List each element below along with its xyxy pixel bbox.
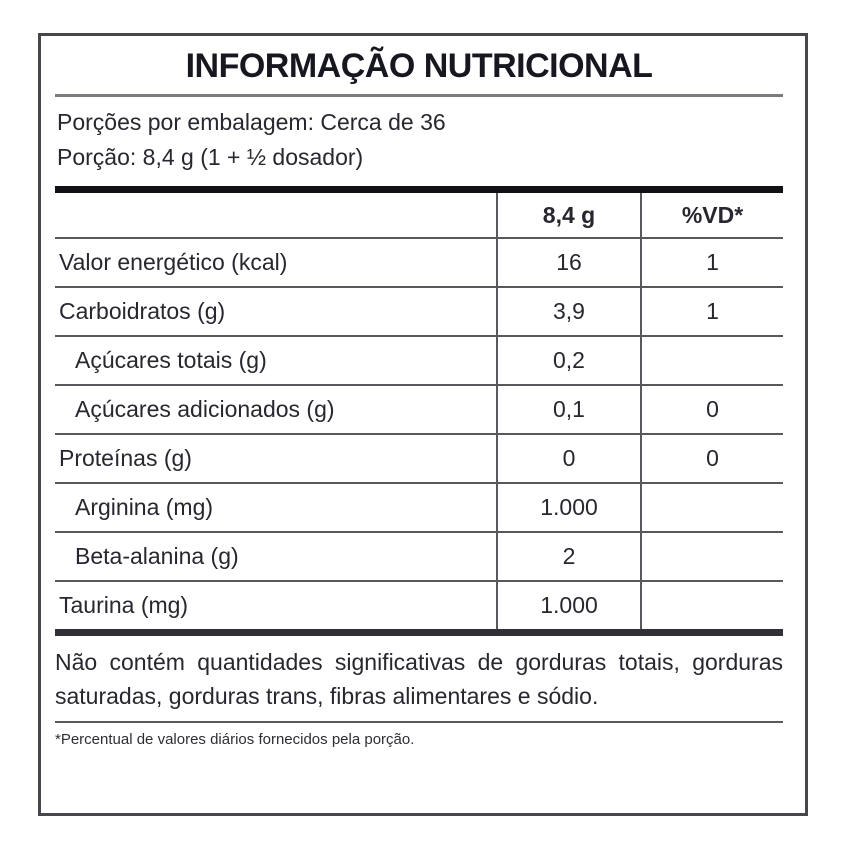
col-header-nutrient: [55, 193, 496, 237]
table-header-row: 8,4 g %VD*: [55, 193, 783, 239]
table-row-beta-alanine: Beta-alanina (g) 2: [55, 533, 783, 582]
vd-value: [640, 337, 783, 384]
table-row-total-sugars: Açúcares totais (g) 0,2: [55, 337, 783, 386]
table-row-protein: Proteínas (g) 0 0: [55, 435, 783, 484]
nutrient-name: Arginina (mg): [75, 494, 214, 520]
amount-value: 3,9: [496, 288, 640, 335]
nutrient-name: Valor energético (kcal): [59, 249, 288, 275]
nutrient-name: Açúcares totais (g): [75, 347, 267, 373]
amount-value: 0,1: [496, 386, 640, 433]
nutrient-name: Proteínas (g): [59, 445, 192, 471]
col-header-amount: 8,4 g: [496, 193, 640, 237]
table-row-arginine: Arginina (mg) 1.000: [55, 484, 783, 533]
amount-value: 16: [496, 239, 640, 286]
nutrient-name: Beta-alanina (g): [75, 543, 239, 569]
daily-values-footnote: *Percentual de valores diários fornecido…: [55, 731, 415, 748]
table-row-carbs: Carboidratos (g) 3,9 1: [55, 288, 783, 337]
amount-value: 1.000: [496, 484, 640, 531]
serving-size: Porção: 8,4 g (1 + ½ dosador): [57, 144, 364, 170]
serving-info: Porções por embalagem: Cerca de 36 Porçã…: [55, 97, 783, 193]
vd-value: [640, 533, 783, 580]
vd-value: 1: [640, 288, 783, 335]
amount-value: 1.000: [496, 582, 640, 629]
nutrient-name: Carboidratos (g): [59, 298, 226, 324]
nutrient-name: Açúcares adicionados (g): [75, 396, 335, 422]
vd-value: [640, 582, 783, 629]
amount-value: 0,2: [496, 337, 640, 384]
servings-per-package: Porções por embalagem: Cerca de 36: [57, 109, 446, 135]
nutrient-name: Taurina (mg): [59, 592, 189, 618]
nutrition-table: 8,4 g %VD* Valor energético (kcal) 16 1 …: [55, 193, 783, 636]
amount-value: 2: [496, 533, 640, 580]
nutrition-label: INFORMAÇÃO NUTRICIONAL Porções por embal…: [38, 33, 808, 816]
col-header-vd: %VD*: [640, 193, 783, 237]
vd-value: [640, 484, 783, 531]
vd-value: 0: [640, 435, 783, 482]
vd-value: 1: [640, 239, 783, 286]
table-row-added-sugars: Açúcares adicionados (g) 0,1 0: [55, 386, 783, 435]
table-row-energy: Valor energético (kcal) 16 1: [55, 239, 783, 288]
table-row-taurine: Taurina (mg) 1.000: [55, 582, 783, 629]
amount-value: 0: [496, 435, 640, 482]
label-content: INFORMAÇÃO NUTRICIONAL Porções por embal…: [55, 36, 783, 750]
insignificant-amounts-note: Não contém quantidades significativas de…: [55, 636, 783, 723]
vd-value: 0: [640, 386, 783, 433]
label-title: INFORMAÇÃO NUTRICIONAL: [55, 36, 783, 97]
